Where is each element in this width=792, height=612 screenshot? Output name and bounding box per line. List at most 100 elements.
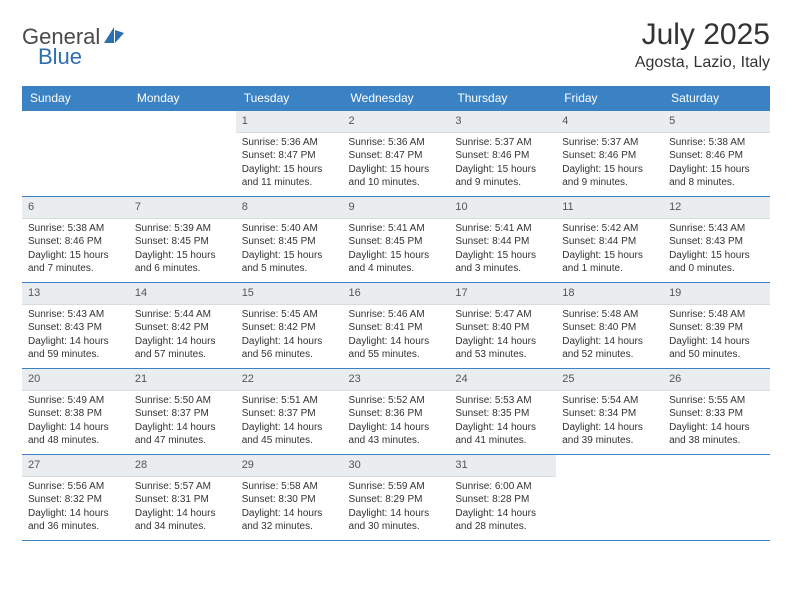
sunset: Sunset: 8:39 PM [669, 321, 764, 335]
day-body: Sunrise: 5:57 AMSunset: 8:31 PMDaylight:… [129, 477, 236, 538]
day-number: 3 [449, 111, 556, 133]
day-header: Monday [129, 86, 236, 111]
sunrise: Sunrise: 5:57 AM [135, 480, 230, 494]
daylight: Daylight: 14 hours and 38 minutes. [669, 421, 764, 448]
calendar-day: 16Sunrise: 5:46 AMSunset: 8:41 PMDayligh… [343, 283, 450, 369]
sunset: Sunset: 8:42 PM [242, 321, 337, 335]
calendar-day: 26Sunrise: 5:55 AMSunset: 8:33 PMDayligh… [663, 369, 770, 455]
day-number: 17 [449, 283, 556, 305]
calendar-day: 30Sunrise: 5:59 AMSunset: 8:29 PMDayligh… [343, 455, 450, 541]
brand-name-b: Blue [38, 44, 82, 70]
day-body: Sunrise: 5:40 AMSunset: 8:45 PMDaylight:… [236, 219, 343, 280]
day-body: Sunrise: 5:58 AMSunset: 8:30 PMDaylight:… [236, 477, 343, 538]
month-title: July 2025 [635, 18, 770, 52]
day-number: 30 [343, 455, 450, 477]
day-header: Sunday [22, 86, 129, 111]
sunrise: Sunrise: 5:48 AM [562, 308, 657, 322]
day-body: Sunrise: 5:56 AMSunset: 8:32 PMDaylight:… [22, 477, 129, 538]
sunrise: Sunrise: 5:49 AM [28, 394, 123, 408]
daylight: Daylight: 14 hours and 36 minutes. [28, 507, 123, 534]
daylight: Daylight: 14 hours and 47 minutes. [135, 421, 230, 448]
sunrise: Sunrise: 5:52 AM [349, 394, 444, 408]
day-number: 15 [236, 283, 343, 305]
calendar-day: 9Sunrise: 5:41 AMSunset: 8:45 PMDaylight… [343, 197, 450, 283]
calendar-day-empty [663, 455, 770, 541]
calendar-day: 18Sunrise: 5:48 AMSunset: 8:40 PMDayligh… [556, 283, 663, 369]
day-number: 7 [129, 197, 236, 219]
day-body: Sunrise: 5:38 AMSunset: 8:46 PMDaylight:… [22, 219, 129, 280]
calendar-week: 20Sunrise: 5:49 AMSunset: 8:38 PMDayligh… [22, 369, 770, 455]
calendar-body: 1Sunrise: 5:36 AMSunset: 8:47 PMDaylight… [22, 111, 770, 541]
daylight: Daylight: 14 hours and 55 minutes. [349, 335, 444, 362]
sunset: Sunset: 8:44 PM [455, 235, 550, 249]
sunrise: Sunrise: 5:44 AM [135, 308, 230, 322]
sunrise: Sunrise: 5:40 AM [242, 222, 337, 236]
sunset: Sunset: 8:47 PM [242, 149, 337, 163]
calendar-day: 22Sunrise: 5:51 AMSunset: 8:37 PMDayligh… [236, 369, 343, 455]
day-number: 27 [22, 455, 129, 477]
day-header: Friday [556, 86, 663, 111]
sail-icon [102, 25, 126, 50]
calendar-day: 15Sunrise: 5:45 AMSunset: 8:42 PMDayligh… [236, 283, 343, 369]
day-body: Sunrise: 5:44 AMSunset: 8:42 PMDaylight:… [129, 305, 236, 366]
day-number: 1 [236, 111, 343, 133]
daylight: Daylight: 14 hours and 34 minutes. [135, 507, 230, 534]
calendar-day: 21Sunrise: 5:50 AMSunset: 8:37 PMDayligh… [129, 369, 236, 455]
daylight: Daylight: 14 hours and 52 minutes. [562, 335, 657, 362]
sunset: Sunset: 8:47 PM [349, 149, 444, 163]
day-body: Sunrise: 5:48 AMSunset: 8:39 PMDaylight:… [663, 305, 770, 366]
daylight: Daylight: 15 hours and 6 minutes. [135, 249, 230, 276]
header: General July 2025 Agosta, Lazio, Italy [22, 18, 770, 72]
daylight: Daylight: 14 hours and 45 minutes. [242, 421, 337, 448]
calendar-day: 13Sunrise: 5:43 AMSunset: 8:43 PMDayligh… [22, 283, 129, 369]
sunset: Sunset: 8:40 PM [455, 321, 550, 335]
calendar-day: 27Sunrise: 5:56 AMSunset: 8:32 PMDayligh… [22, 455, 129, 541]
daylight: Daylight: 14 hours and 50 minutes. [669, 335, 764, 362]
sunset: Sunset: 8:38 PM [28, 407, 123, 421]
sunset: Sunset: 8:43 PM [28, 321, 123, 335]
sunrise: Sunrise: 5:41 AM [349, 222, 444, 236]
sunrise: Sunrise: 5:36 AM [242, 136, 337, 150]
day-body: Sunrise: 5:42 AMSunset: 8:44 PMDaylight:… [556, 219, 663, 280]
sunset: Sunset: 8:29 PM [349, 493, 444, 507]
day-body: Sunrise: 5:41 AMSunset: 8:44 PMDaylight:… [449, 219, 556, 280]
daylight: Daylight: 14 hours and 43 minutes. [349, 421, 444, 448]
calendar-week: 27Sunrise: 5:56 AMSunset: 8:32 PMDayligh… [22, 455, 770, 541]
day-number: 19 [663, 283, 770, 305]
day-number: 13 [22, 283, 129, 305]
calendar-week: 1Sunrise: 5:36 AMSunset: 8:47 PMDaylight… [22, 111, 770, 197]
sunrise: Sunrise: 6:00 AM [455, 480, 550, 494]
calendar-day: 14Sunrise: 5:44 AMSunset: 8:42 PMDayligh… [129, 283, 236, 369]
calendar-day: 5Sunrise: 5:38 AMSunset: 8:46 PMDaylight… [663, 111, 770, 197]
daylight: Daylight: 15 hours and 5 minutes. [242, 249, 337, 276]
day-header: Wednesday [343, 86, 450, 111]
daylight: Daylight: 15 hours and 0 minutes. [669, 249, 764, 276]
day-body: Sunrise: 5:52 AMSunset: 8:36 PMDaylight:… [343, 391, 450, 452]
daylight: Daylight: 14 hours and 56 minutes. [242, 335, 337, 362]
daylight: Daylight: 14 hours and 53 minutes. [455, 335, 550, 362]
sunset: Sunset: 8:45 PM [135, 235, 230, 249]
calendar-day: 1Sunrise: 5:36 AMSunset: 8:47 PMDaylight… [236, 111, 343, 197]
day-body: Sunrise: 5:43 AMSunset: 8:43 PMDaylight:… [663, 219, 770, 280]
sunrise: Sunrise: 5:50 AM [135, 394, 230, 408]
calendar-day: 23Sunrise: 5:52 AMSunset: 8:36 PMDayligh… [343, 369, 450, 455]
sunrise: Sunrise: 5:55 AM [669, 394, 764, 408]
calendar-day-empty [22, 111, 129, 197]
sunset: Sunset: 8:45 PM [242, 235, 337, 249]
daylight: Daylight: 15 hours and 4 minutes. [349, 249, 444, 276]
daylight: Daylight: 14 hours and 39 minutes. [562, 421, 657, 448]
day-number: 11 [556, 197, 663, 219]
day-body: Sunrise: 6:00 AMSunset: 8:28 PMDaylight:… [449, 477, 556, 538]
title-block: July 2025 Agosta, Lazio, Italy [635, 18, 770, 72]
day-number: 26 [663, 369, 770, 391]
sunrise: Sunrise: 5:41 AM [455, 222, 550, 236]
calendar-day: 7 Sunrise: 5:39 AMSunset: 8:45 PMDaylight… [129, 197, 236, 283]
daylight: Daylight: 14 hours and 30 minutes. [349, 507, 444, 534]
sunset: Sunset: 8:46 PM [28, 235, 123, 249]
day-number: 25 [556, 369, 663, 391]
sunrise: Sunrise: 5:48 AM [669, 308, 764, 322]
sunrise: Sunrise: 5:39 AM [135, 222, 230, 236]
day-body: Sunrise: 5:49 AMSunset: 8:38 PMDaylight:… [22, 391, 129, 452]
sunset: Sunset: 8:36 PM [349, 407, 444, 421]
sunset: Sunset: 8:37 PM [135, 407, 230, 421]
